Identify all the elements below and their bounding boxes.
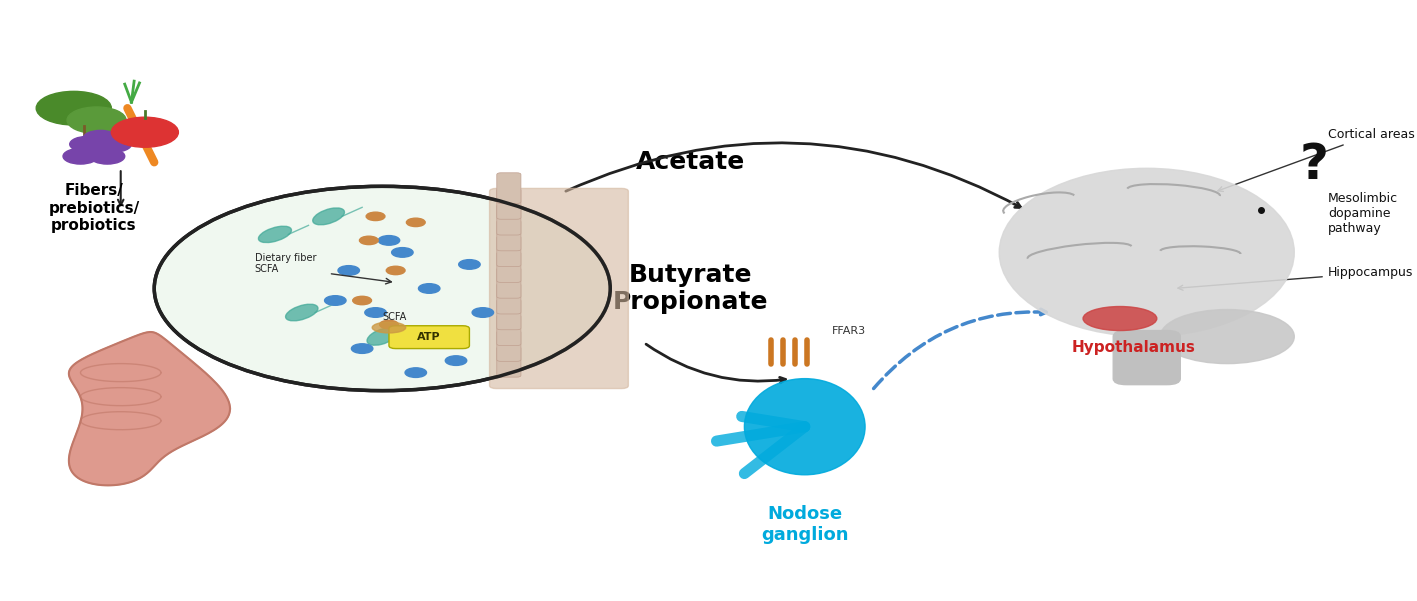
FancyBboxPatch shape bbox=[497, 267, 521, 298]
FancyBboxPatch shape bbox=[497, 252, 521, 282]
Ellipse shape bbox=[1083, 307, 1156, 331]
Text: SCFA: SCFA bbox=[383, 312, 407, 322]
Circle shape bbox=[360, 236, 378, 245]
Circle shape bbox=[391, 248, 414, 257]
FancyBboxPatch shape bbox=[497, 189, 521, 219]
FancyBboxPatch shape bbox=[497, 220, 521, 251]
Ellipse shape bbox=[1161, 310, 1294, 364]
Text: Nodose
ganglion: Nodose ganglion bbox=[761, 505, 849, 544]
Text: Fibers/
prebiotics/
probiotics: Fibers/ prebiotics/ probiotics bbox=[48, 183, 139, 233]
Circle shape bbox=[77, 145, 112, 161]
Ellipse shape bbox=[258, 226, 292, 243]
Text: ?: ? bbox=[1299, 141, 1329, 189]
Text: Hypothalamus: Hypothalamus bbox=[1071, 340, 1196, 355]
FancyBboxPatch shape bbox=[497, 315, 521, 346]
Circle shape bbox=[351, 344, 373, 353]
Circle shape bbox=[366, 212, 385, 221]
Circle shape bbox=[380, 320, 398, 329]
Circle shape bbox=[96, 136, 132, 152]
Circle shape bbox=[69, 136, 105, 152]
Circle shape bbox=[432, 332, 453, 341]
FancyBboxPatch shape bbox=[489, 188, 628, 388]
Circle shape bbox=[407, 218, 425, 227]
FancyBboxPatch shape bbox=[497, 236, 521, 267]
Circle shape bbox=[364, 308, 387, 317]
Circle shape bbox=[378, 236, 400, 245]
Ellipse shape bbox=[286, 304, 317, 321]
Text: FFAR3: FFAR3 bbox=[832, 326, 866, 335]
FancyBboxPatch shape bbox=[497, 172, 521, 203]
Text: Acetate: Acetate bbox=[636, 150, 745, 174]
Ellipse shape bbox=[999, 168, 1294, 337]
Circle shape bbox=[445, 356, 466, 365]
Ellipse shape bbox=[373, 322, 405, 333]
Ellipse shape bbox=[744, 379, 866, 475]
Polygon shape bbox=[69, 332, 230, 486]
Circle shape bbox=[154, 186, 611, 391]
Circle shape bbox=[353, 296, 371, 305]
Circle shape bbox=[405, 368, 427, 377]
Circle shape bbox=[339, 266, 360, 275]
FancyBboxPatch shape bbox=[388, 326, 469, 349]
Circle shape bbox=[89, 148, 125, 164]
Circle shape bbox=[62, 148, 98, 164]
Text: SCFA: SCFA bbox=[255, 264, 279, 273]
FancyBboxPatch shape bbox=[497, 331, 521, 361]
Text: Mesolimbic
dopamine
pathway: Mesolimbic dopamine pathway bbox=[1328, 192, 1399, 235]
FancyBboxPatch shape bbox=[497, 204, 521, 235]
Circle shape bbox=[459, 260, 480, 269]
Text: Cortical areas: Cortical areas bbox=[1217, 128, 1414, 192]
FancyBboxPatch shape bbox=[1114, 331, 1180, 385]
Text: Butyrate
Propionate: Butyrate Propionate bbox=[614, 263, 768, 314]
Circle shape bbox=[324, 296, 346, 305]
Circle shape bbox=[37, 91, 112, 125]
Circle shape bbox=[67, 107, 126, 133]
FancyBboxPatch shape bbox=[497, 283, 521, 314]
Text: ATP: ATP bbox=[418, 332, 441, 342]
FancyBboxPatch shape bbox=[497, 346, 521, 377]
Circle shape bbox=[418, 284, 439, 293]
Circle shape bbox=[112, 117, 179, 147]
Circle shape bbox=[472, 308, 493, 317]
Text: Dietary fiber: Dietary fiber bbox=[255, 254, 316, 263]
Text: Hippocampus: Hippocampus bbox=[1178, 266, 1413, 290]
Circle shape bbox=[84, 130, 118, 146]
Circle shape bbox=[387, 266, 405, 275]
Ellipse shape bbox=[313, 208, 344, 225]
Ellipse shape bbox=[367, 328, 398, 345]
FancyBboxPatch shape bbox=[497, 299, 521, 330]
